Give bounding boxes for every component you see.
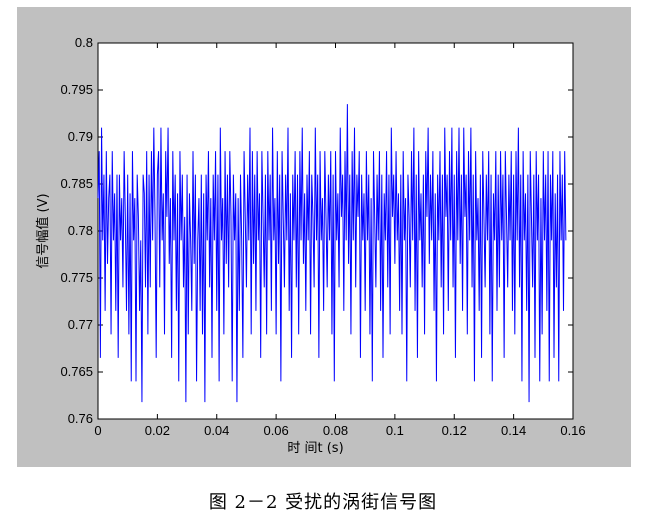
signal-series-line [97,104,567,403]
x-axis-ticks: 0 0.02 0.04 0.06 0.08 0.1 0.12 0.14 0.16 [94,43,586,438]
x-tick-label: 0.14 [501,423,526,438]
x-tick-label: 0.08 [323,423,348,438]
x-tick-label: 0.06 [263,423,288,438]
figure-panel: 0.76 0.765 0.77 0.775 0.78 0.785 0.79 0.795 0.8 … [17,7,631,467]
y-axis-label: 信号幅值 (V) [35,193,51,268]
x-axis-label: 时 间t (s) [287,441,343,456]
y-tick-label: 0.785 [60,176,93,191]
x-tick-label: 0 [94,423,101,438]
x-tick-label: 0.04 [204,423,229,438]
x-tick-label: 0.1 [386,423,404,438]
y-tick-label: 0.78 [68,223,93,238]
y-tick-label: 0.79 [68,129,93,144]
y-tick-label: 0.76 [68,411,93,426]
y-tick-label: 0.77 [68,317,93,332]
figure-caption: 图 2－2 受扰的涡街信号图 [208,492,438,513]
y-tick-label: 0.8 [75,35,93,50]
vortex-signal-chart: 0.760.7650.770.7750.780.7850.790.7950.8 … [35,35,586,456]
x-tick-label: 0.16 [560,423,585,438]
y-tick-label: 0.775 [60,270,93,285]
x-tick-label: 0.12 [442,423,467,438]
x-tick-label: 0.02 [145,423,170,438]
y-tick-label: 0.765 [60,364,93,379]
y-tick-label: 0.795 [60,82,93,97]
